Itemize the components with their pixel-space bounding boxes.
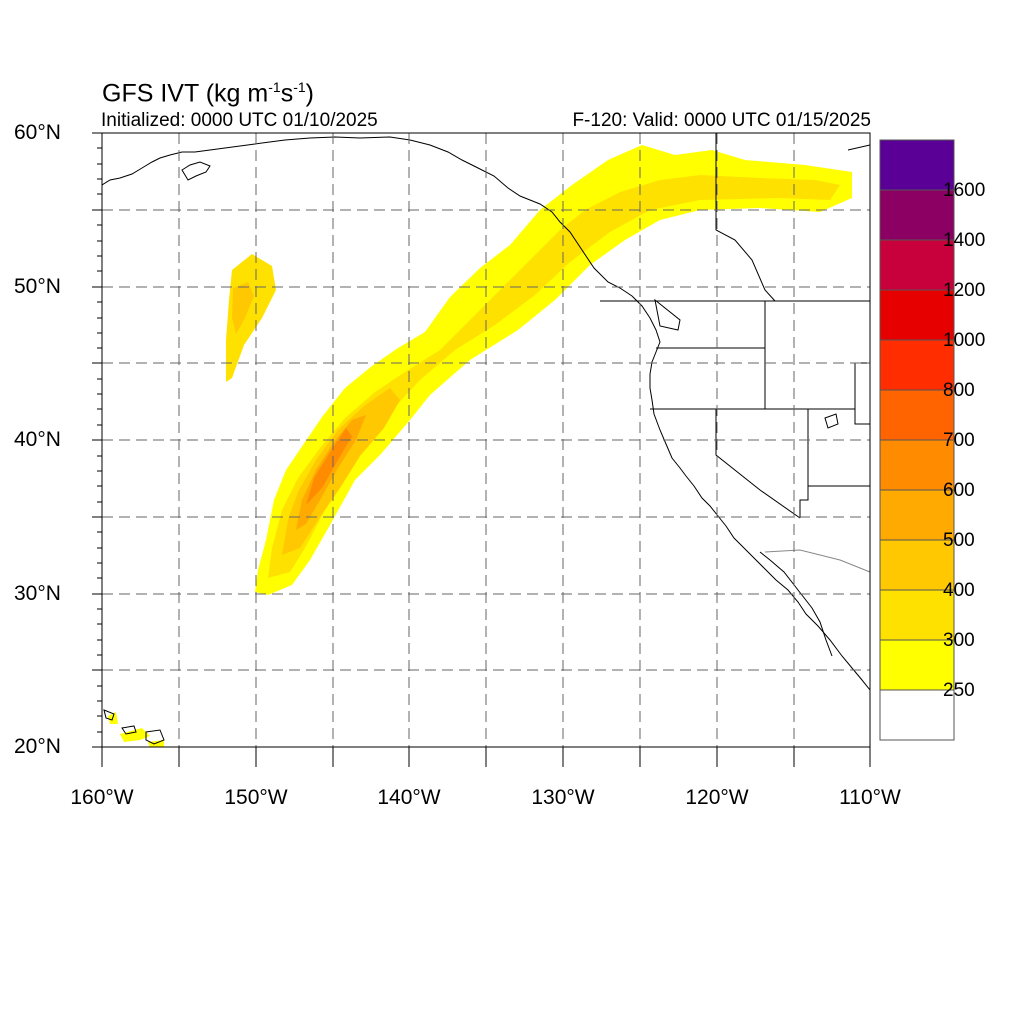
colorbar-swatch (879, 339, 955, 391)
colorbar-label: 1400 (943, 230, 986, 251)
colorbar-swatch (879, 439, 955, 491)
valid-time: F-120: Valid: 0000 UTC 01/15/2025 (572, 110, 871, 131)
axis-ticks (92, 132, 871, 767)
coastlines (102, 136, 870, 745)
colorbar-label: 1000 (943, 330, 986, 351)
lon-label-140w: 140°W (377, 786, 441, 809)
lon-label-130w: 130°W (531, 786, 595, 809)
lat-label-30n: 30°N (14, 582, 61, 605)
lat-label-40n: 40°N (14, 428, 61, 451)
colorbar-label: 1600 (943, 180, 986, 201)
colorbar-label: 250 (943, 680, 975, 701)
colorbar (879, 139, 955, 741)
graticule (102, 133, 870, 747)
colorbar-label: 800 (943, 380, 975, 401)
colorbar-swatch (879, 489, 955, 541)
map-title: GFS IVT (kg m-1s-1) (102, 79, 314, 108)
initialized-time: Initialized: 0000 UTC 01/10/2025 (101, 110, 378, 131)
lat-label-60n: 60°N (14, 121, 61, 144)
ivt-field (108, 145, 852, 747)
colorbar-label: 400 (943, 580, 975, 601)
political-boundaries (600, 133, 871, 573)
colorbar-swatch (879, 539, 955, 591)
lat-label-20n: 20°N (14, 735, 61, 758)
colorbar-swatch (879, 389, 955, 441)
colorbar-swatch (879, 139, 955, 191)
colorbar-swatch (879, 189, 955, 241)
colorbar-label: 600 (943, 480, 975, 501)
lon-label-120w: 120°W (685, 786, 749, 809)
lon-label-110w: 110°W (839, 786, 901, 809)
lon-label-150w: 150°W (224, 786, 288, 809)
colorbar-swatch (879, 289, 955, 341)
lon-label-160w: 160°W (70, 786, 134, 809)
colorbar-swatch (879, 689, 955, 741)
colorbar-swatch (879, 239, 955, 291)
colorbar-swatch (879, 639, 955, 691)
colorbar-label: 500 (943, 530, 975, 551)
lat-label-50n: 50°N (14, 275, 61, 298)
colorbar-label: 700 (943, 430, 975, 451)
colorbar-label: 1200 (943, 280, 986, 301)
colorbar-label: 300 (943, 630, 975, 651)
